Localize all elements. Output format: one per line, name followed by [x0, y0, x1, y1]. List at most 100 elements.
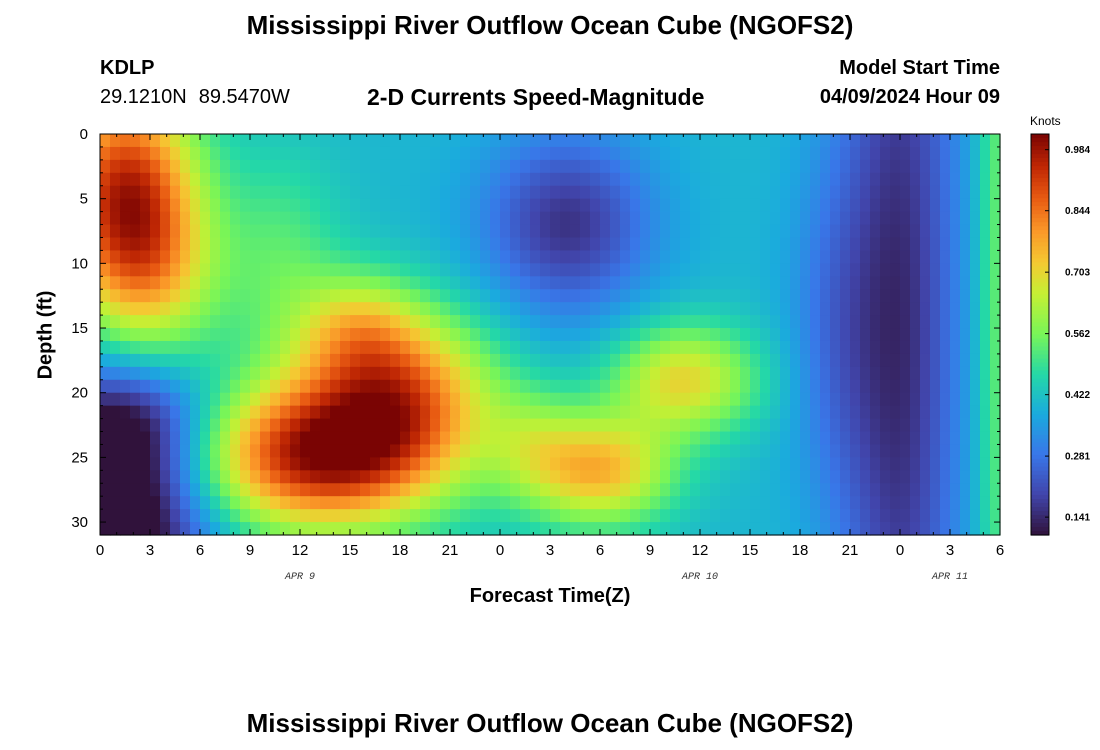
heatmap-cell [800, 457, 811, 471]
heatmap-cell [350, 457, 361, 471]
heatmap-cell [930, 405, 941, 420]
heatmap-cell [880, 444, 891, 458]
heatmap-cell [370, 250, 381, 264]
heatmap-cell [320, 198, 331, 213]
x-tick-label: 6 [596, 542, 604, 559]
heatmap-cell [300, 198, 311, 213]
heatmap-cell [630, 185, 641, 200]
heatmap-cell [780, 302, 791, 316]
heatmap-cell [980, 263, 991, 277]
heatmap-cell [330, 198, 341, 213]
heatmap-cell [860, 159, 871, 174]
heatmap-cell [360, 470, 371, 484]
heatmap-cell [860, 315, 871, 329]
heatmap-cell [930, 328, 941, 342]
heatmap-cell [830, 250, 841, 264]
heatmap-cell [710, 159, 721, 174]
heatmap-cell [100, 134, 111, 148]
heatmap-cell [930, 315, 941, 329]
heatmap-cell [610, 340, 621, 355]
heatmap-cell [290, 250, 301, 264]
heatmap-cell [250, 444, 261, 458]
heatmap-cell [480, 509, 491, 523]
heatmap-cell [330, 237, 341, 252]
heatmap-cell [630, 340, 641, 355]
heatmap-cell [160, 224, 171, 239]
heatmap-cell [460, 185, 471, 200]
heatmap-cell [150, 340, 161, 355]
heatmap-cell [620, 250, 631, 264]
heatmap-cell [970, 418, 981, 433]
heatmap-cell [770, 405, 781, 420]
heatmap-cell [610, 198, 621, 213]
heatmap-cell [190, 172, 201, 187]
heatmap-cell [440, 159, 451, 174]
heatmap-cell [220, 263, 231, 277]
heatmap-cell [710, 250, 721, 264]
heatmap-cell [330, 211, 341, 226]
heatmap-cell [800, 276, 811, 290]
heatmap-cell [910, 289, 921, 303]
heatmap-cell [440, 276, 451, 290]
heatmap-cell [680, 392, 691, 407]
heatmap-cell [430, 405, 441, 420]
heatmap-cell [870, 289, 881, 303]
heatmap-cell [970, 457, 981, 471]
heatmap-cell [350, 366, 361, 381]
heatmap-cell [440, 198, 451, 213]
heatmap-cell [490, 431, 501, 446]
heatmap-cell [120, 496, 131, 510]
heatmap-cell [580, 444, 591, 458]
heatmap-cell [210, 289, 221, 303]
heatmap-cell [840, 198, 851, 213]
heatmap-cell [800, 431, 811, 446]
colorbar-segment [1031, 258, 1049, 263]
heatmap-cell [880, 496, 891, 510]
heatmap-cell [200, 276, 211, 290]
heatmap-cell [730, 237, 741, 252]
heatmap-cell [950, 198, 961, 213]
heatmap-cell [870, 353, 881, 368]
heatmap-cell [820, 289, 831, 303]
heatmap-cell [590, 315, 601, 329]
heatmap-cell [160, 379, 171, 394]
heatmap-cell [700, 431, 711, 446]
heatmap-cell [430, 224, 441, 239]
heatmap-cell [110, 509, 121, 523]
heatmap-cell [540, 353, 551, 368]
heatmap-cell [690, 457, 701, 471]
heatmap-cell [930, 250, 941, 264]
heatmap-cell [350, 340, 361, 355]
heatmap-cell [530, 237, 541, 252]
heatmap-cell [730, 470, 741, 484]
heatmap-cell [320, 250, 331, 264]
x-tick-label: 21 [442, 542, 459, 559]
heatmap-cell [960, 302, 971, 316]
heatmap-cell [660, 483, 671, 497]
heatmap-cell [250, 315, 261, 329]
heatmap-cell [450, 237, 461, 252]
heatmap-cell [980, 276, 991, 290]
heatmap-cell [910, 392, 921, 407]
heatmap-cell [150, 263, 161, 277]
heatmap-cell [540, 418, 551, 433]
heatmap-cell [390, 146, 401, 161]
heatmap-cell [960, 146, 971, 161]
heatmap-cell [130, 522, 141, 536]
heatmap-cell [540, 198, 551, 213]
heatmap-cell [510, 237, 521, 252]
heatmap-cell [910, 509, 921, 523]
heatmap-cell [830, 366, 841, 381]
heatmap-cell [430, 470, 441, 484]
heatmap-cell [160, 185, 171, 200]
heatmap-cell [240, 392, 251, 407]
heatmap-cell [120, 483, 131, 497]
heatmap-cell [260, 185, 271, 200]
x-tick-label: 12 [692, 542, 709, 559]
heatmap-cell [400, 366, 411, 381]
heatmap-cell [480, 250, 491, 264]
heatmap-cell [560, 211, 571, 226]
heatmap-cell [910, 470, 921, 484]
heatmap-cell [940, 444, 951, 458]
heatmap-cell [840, 159, 851, 174]
